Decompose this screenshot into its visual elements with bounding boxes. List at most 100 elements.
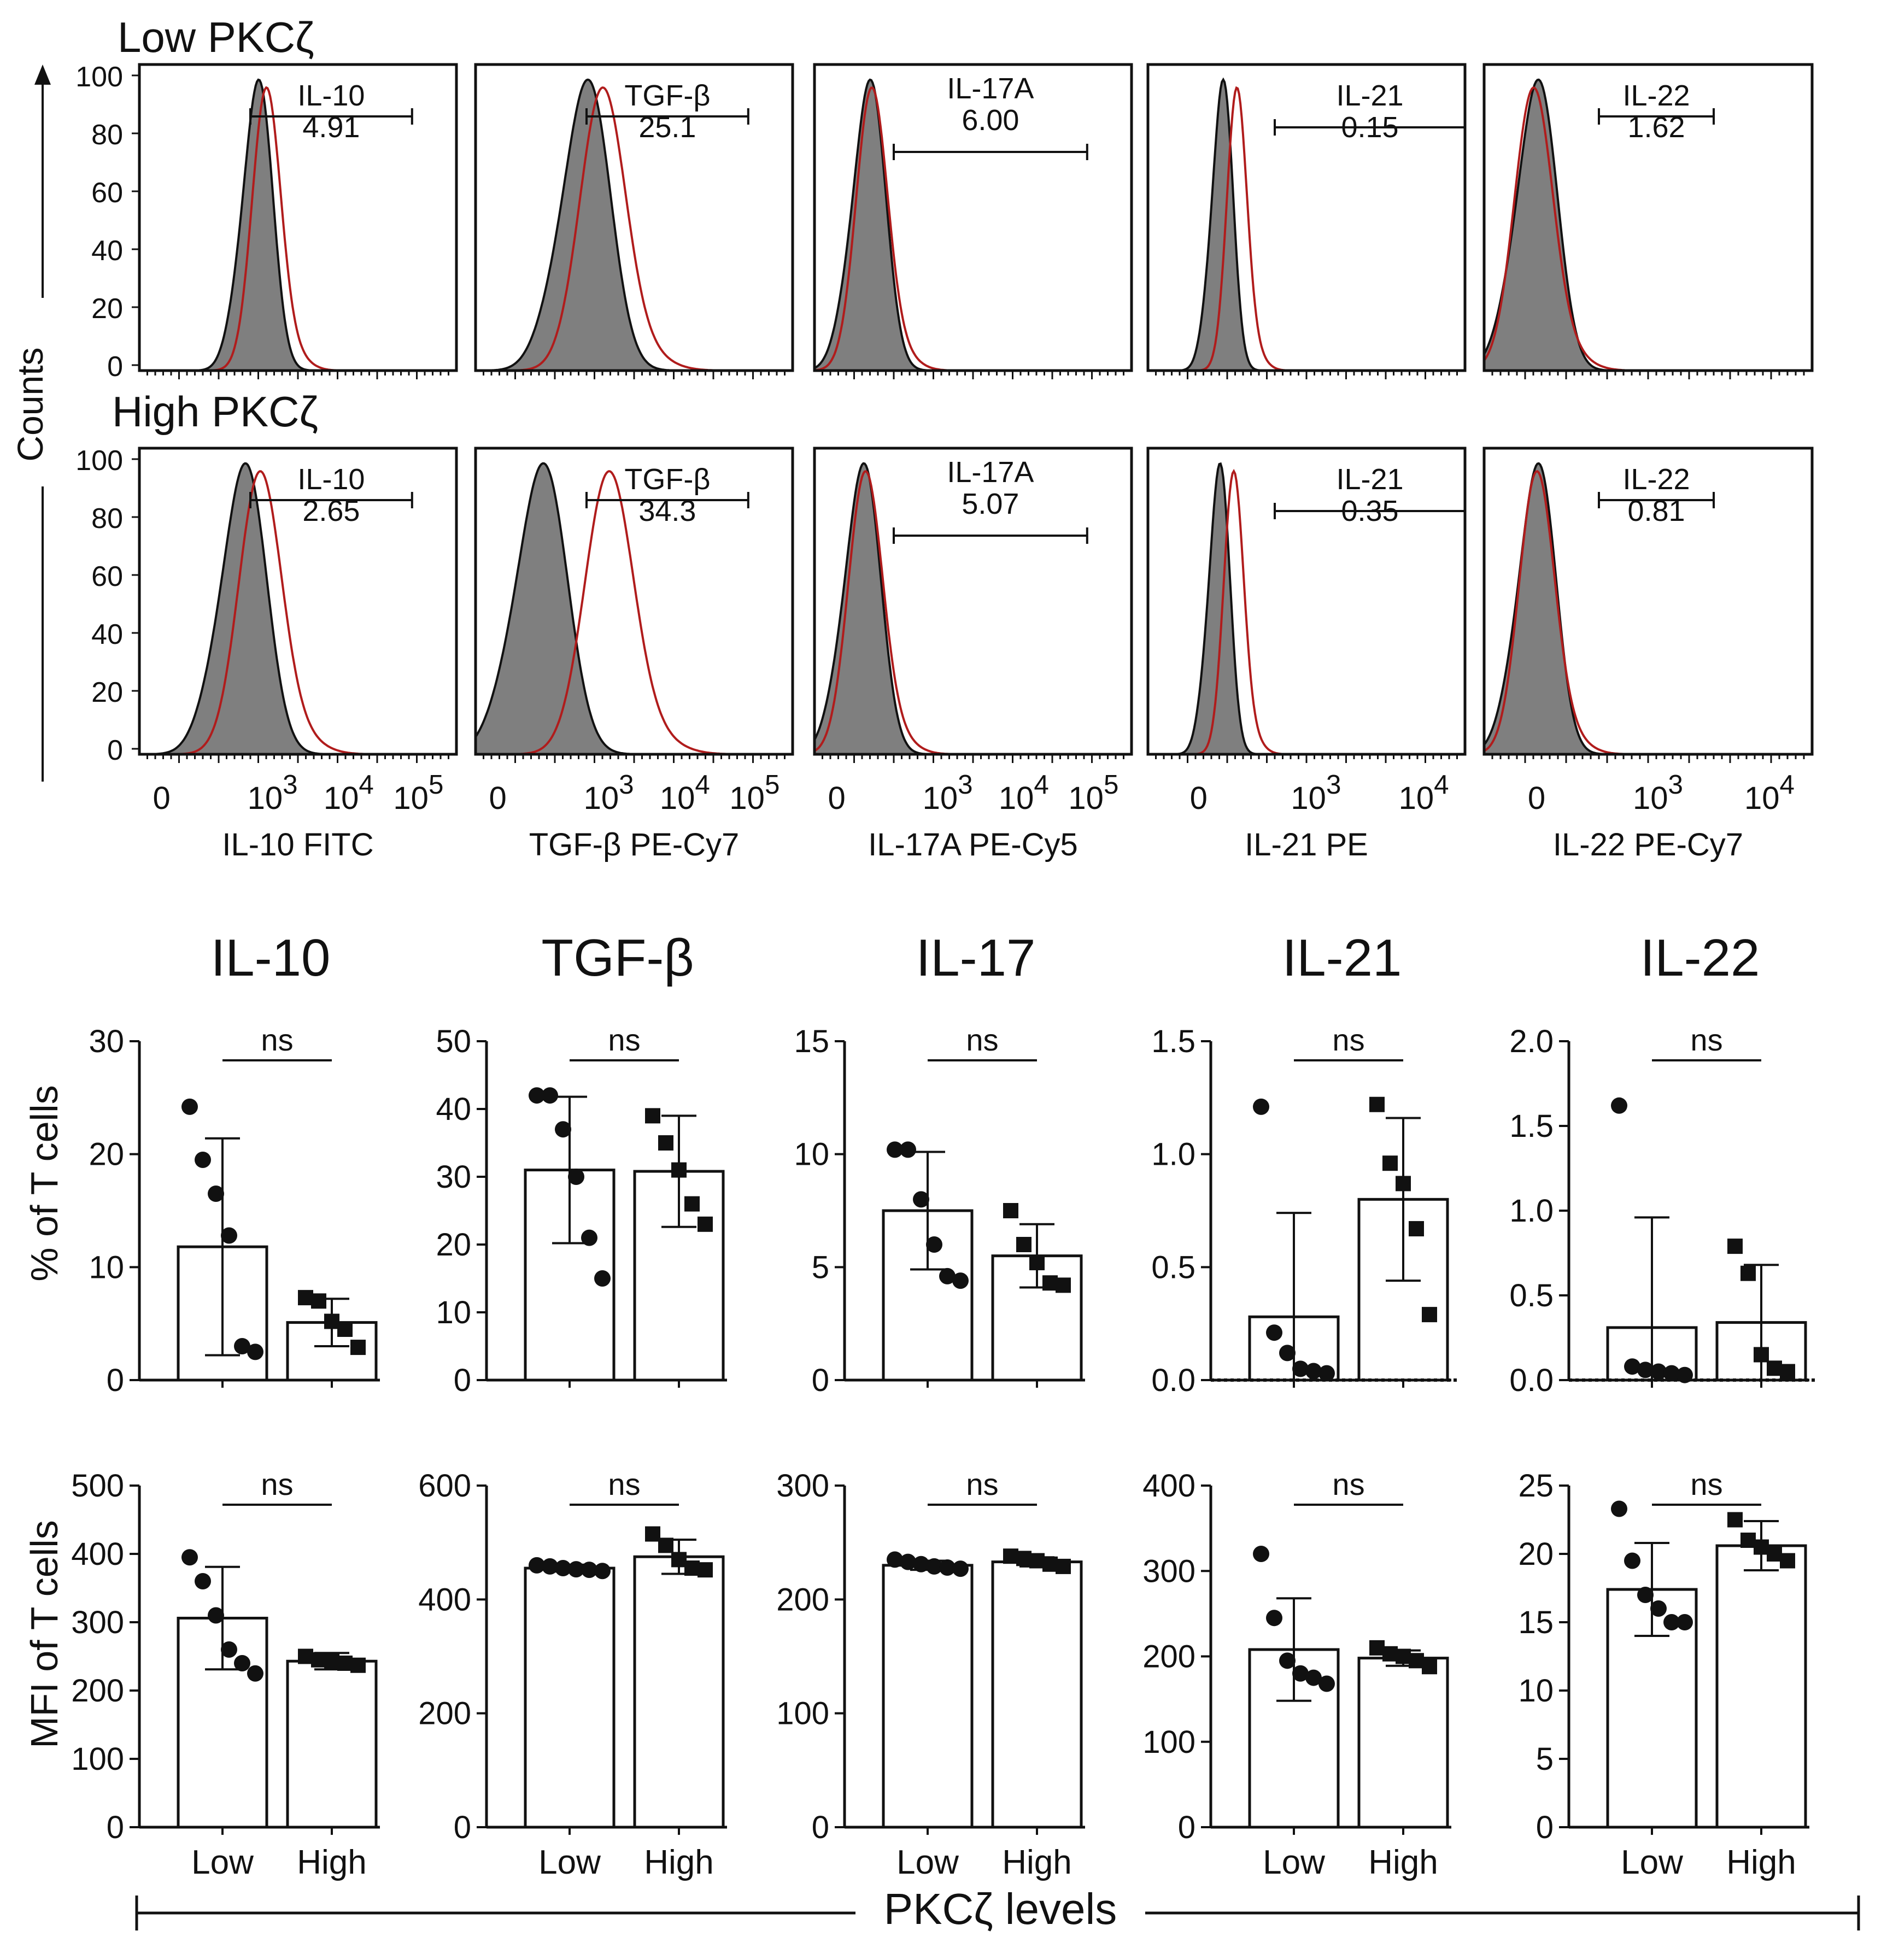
ylabel-percent: % of T cells (23, 1085, 66, 1281)
data-point-circle (939, 1559, 956, 1576)
bar-chart-title: IL-17 (916, 929, 1036, 987)
data-point-square (684, 1196, 700, 1212)
y-tick-label: 15 (794, 1024, 829, 1059)
data-point-circle (1253, 1098, 1269, 1115)
histogram-panel: TGF-β25.1 (474, 63, 794, 379)
y-tick-label: 60 (91, 561, 123, 592)
y-tick-label: 40 (91, 235, 123, 267)
y-tick-label: 20 (91, 677, 123, 708)
data-point-circle (1650, 1600, 1667, 1617)
significance-label: ns (608, 1467, 640, 1501)
data-point-circle (1279, 1652, 1296, 1669)
x-category-label: High (297, 1844, 367, 1881)
y-tick-label: 0 (1536, 1810, 1554, 1845)
y-tick-label: 15 (1518, 1605, 1554, 1640)
x-category-label: High (1726, 1844, 1796, 1881)
data-point-square (1422, 1659, 1437, 1675)
data-point-circle (1266, 1610, 1282, 1627)
data-point-circle (1637, 1587, 1654, 1603)
data-point-square (1369, 1096, 1385, 1112)
y-tick-label: 500 (71, 1468, 124, 1504)
bar-panel: 0 10 20 30 40 50 ns TGF-β (436, 929, 727, 1398)
histogram-panel: IL-210.35 (1146, 447, 1467, 763)
y-tick-label: 0 (1178, 1810, 1195, 1845)
bar-high (633, 1555, 725, 1829)
bar-panel: 0 100 200 300 Low High ns (776, 1467, 1085, 1881)
y-tick-label: 0.5 (1151, 1249, 1195, 1285)
gate-label: IL-21 (1336, 79, 1403, 112)
flow-x-axis: 0 103 104 105 IL-17A PE-Cy5 (828, 770, 1118, 862)
y-tick-label: 100 (75, 61, 123, 93)
data-point-square (658, 1135, 673, 1151)
data-point-circle (1663, 1365, 1680, 1382)
bar-panel: 0.0 0.5 1.0 1.5 ns IL-21 (1151, 929, 1460, 1398)
y-tick-label: 20 (1518, 1536, 1554, 1572)
histogram-panel: IL-221.62 (1482, 63, 1814, 379)
data-point-square (324, 1653, 339, 1669)
y-tick-label: 200 (1142, 1639, 1195, 1675)
y-tick-label: 1.5 (1151, 1024, 1195, 1059)
data-point-square (1396, 1176, 1411, 1192)
x-category-label: Low (896, 1844, 959, 1881)
data-point-circle (234, 1655, 250, 1671)
data-point-circle (913, 1556, 929, 1572)
data-point-circle (195, 1152, 211, 1168)
y-tick-label: 5 (812, 1249, 829, 1285)
y-tick-label: 80 (91, 503, 123, 535)
y-tick-label: 20 (91, 293, 123, 325)
y-tick-label: 40 (436, 1092, 471, 1127)
y-tick-label: 1.5 (1509, 1108, 1554, 1144)
y-tick-label: 25 (1518, 1468, 1554, 1504)
significance-label: ns (261, 1023, 293, 1057)
x-tick-label: 103 (1633, 770, 1683, 816)
data-point-square (1740, 1533, 1756, 1548)
flow-x-axis-label: IL-10 FITC (222, 827, 373, 862)
data-point-circle (247, 1665, 263, 1682)
gate-value: 5.07 (962, 488, 1019, 520)
gate-value: 0.35 (1341, 495, 1398, 527)
y-tick-label: 300 (1142, 1553, 1195, 1589)
data-point-circle (1253, 1546, 1269, 1562)
gate-value: 4.91 (302, 111, 360, 144)
y-tick-label: 50 (436, 1024, 471, 1059)
y-tick-label: 400 (1142, 1468, 1195, 1504)
y-tick-label: 100 (776, 1696, 829, 1732)
x-tick-label: 0 (1528, 781, 1545, 816)
data-point-square (311, 1293, 326, 1309)
data-point-circle (568, 1561, 584, 1578)
bar-chart-title: IL-22 (1640, 929, 1760, 987)
data-point-circle (555, 1121, 571, 1138)
gate-label: TGF-β (624, 463, 710, 496)
x-tick-label: 104 (1744, 770, 1795, 816)
data-point-circle (555, 1560, 571, 1577)
gate-value: 1.62 (1627, 111, 1685, 144)
data-point-square (1780, 1364, 1795, 1380)
gate-label: IL-17A (947, 72, 1034, 105)
significance-label: ns (1690, 1023, 1722, 1057)
gate-value: 0.15 (1341, 111, 1398, 144)
gate-label: IL-10 (297, 463, 365, 496)
flow-x-axis-label: TGF-β PE-Cy7 (529, 827, 740, 862)
flow-histogram-panels: IL-104.91100806040200IL-102.651008060402… (75, 61, 1814, 862)
y-tick-label: 30 (436, 1159, 471, 1195)
x-tick-label: 103 (248, 770, 298, 816)
y-tick-label: 100 (75, 445, 123, 477)
gate-value: 0.81 (1627, 495, 1685, 527)
data-point-square (698, 1216, 713, 1232)
gate-label: IL-10 (297, 79, 365, 112)
histogram-panel: IL-210.15 (1146, 63, 1467, 379)
data-point-square (350, 1657, 366, 1673)
flow-x-axis-label: IL-22 PE-Cy7 (1553, 827, 1743, 862)
bar-high (1357, 1657, 1449, 1829)
data-point-square (1396, 1648, 1411, 1664)
data-point-square (1754, 1347, 1769, 1363)
data-point-square (324, 1313, 339, 1329)
x-category-label: High (644, 1844, 714, 1881)
y-tick-label: 0.5 (1509, 1278, 1554, 1313)
y-tick-label: 0 (454, 1810, 471, 1845)
y-tick-label: 1.0 (1151, 1137, 1195, 1172)
data-point-square (298, 1648, 313, 1664)
bar-chart-title: IL-21 (1282, 929, 1402, 987)
